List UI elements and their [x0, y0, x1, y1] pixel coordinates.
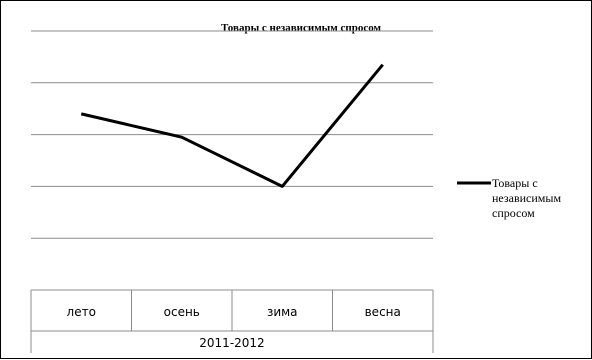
category-group-label: 2011-2012	[199, 336, 264, 350]
category-label: зима	[267, 305, 298, 319]
category-label: осень	[164, 305, 200, 319]
legend-label: независимым	[492, 191, 561, 205]
legend-label: Товары с	[492, 176, 538, 190]
legend-label: спросом	[492, 206, 535, 220]
category-label: весна	[365, 305, 401, 319]
gridlines	[31, 30, 433, 239]
series-layer	[80, 63, 384, 188]
category-label: лето	[67, 305, 96, 319]
series-line	[80, 63, 384, 188]
category-axis: лето осень зима весна 2011-2012	[30, 289, 434, 353]
chart-title: Товары с независимым спросом	[221, 22, 382, 34]
